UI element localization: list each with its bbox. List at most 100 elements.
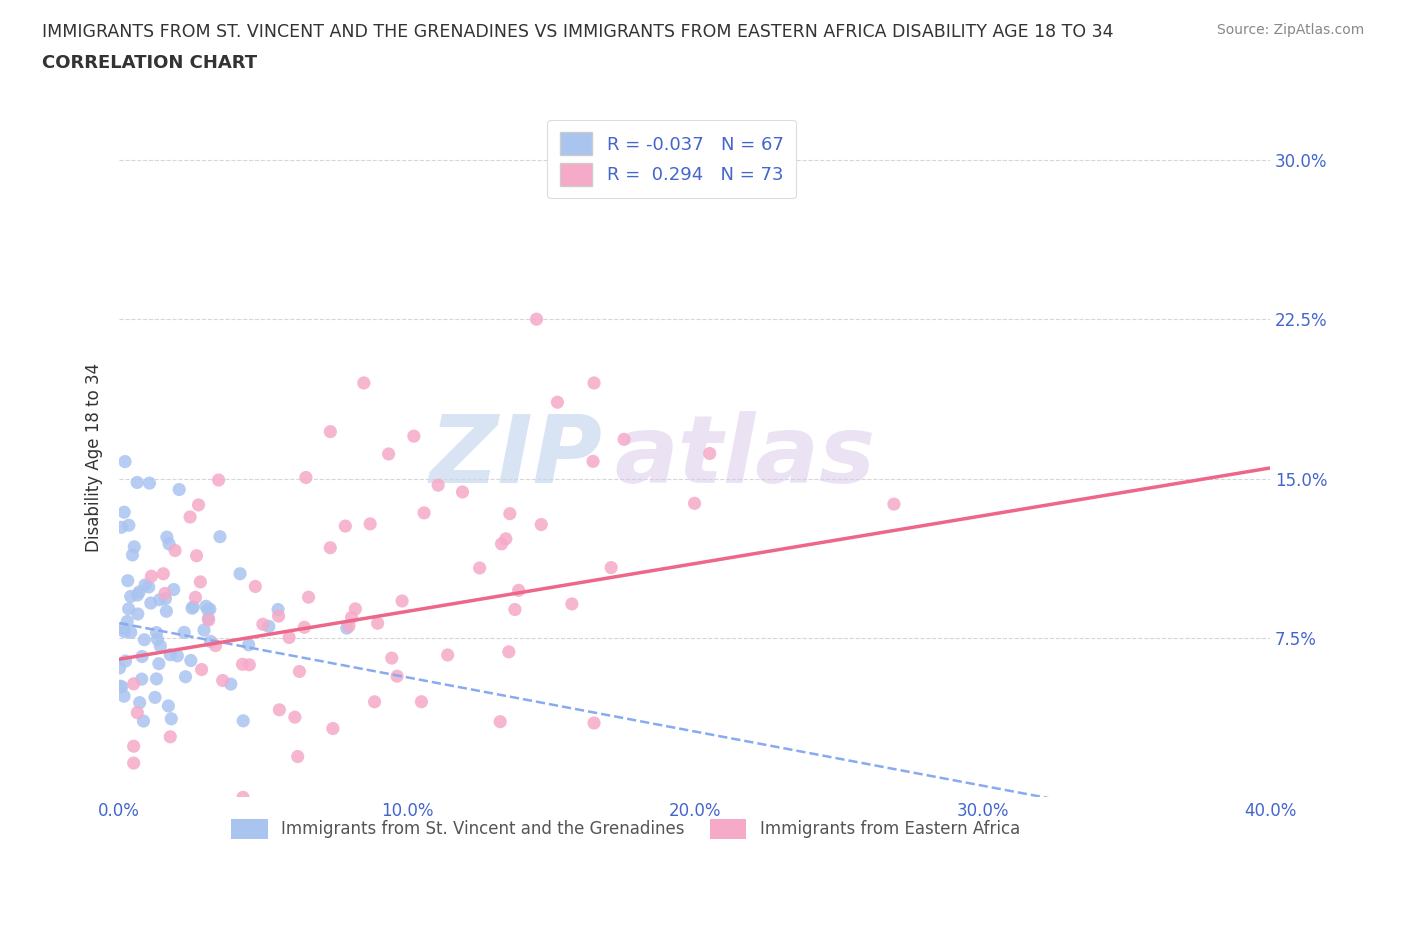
Point <box>491 537 513 551</box>
Point <box>138 475 160 490</box>
Point <box>110 679 132 694</box>
Point <box>155 604 177 618</box>
Point <box>231 657 253 671</box>
Point <box>336 620 359 635</box>
Point <box>112 689 135 704</box>
Point <box>165 543 187 558</box>
Point <box>411 695 433 710</box>
Point <box>292 620 315 635</box>
Point <box>683 496 706 511</box>
Point <box>322 721 344 736</box>
Point <box>238 658 260 672</box>
Point <box>427 478 450 493</box>
Point <box>152 566 174 581</box>
Point <box>110 520 132 535</box>
Point <box>173 625 195 640</box>
Point <box>190 662 212 677</box>
Point <box>319 424 342 439</box>
Text: atlas: atlas <box>614 411 876 503</box>
Point <box>232 790 254 804</box>
Point <box>197 611 219 626</box>
Point <box>180 653 202 668</box>
Point <box>195 599 218 614</box>
Point <box>503 602 526 617</box>
Point <box>385 669 408 684</box>
Legend: Immigrants from St. Vincent and the Grenadines, Immigrants from Eastern Africa: Immigrants from St. Vincent and the Gren… <box>224 811 1028 847</box>
Point <box>546 394 568 409</box>
Point <box>287 750 309 764</box>
Point <box>381 651 404 666</box>
Point <box>149 592 172 607</box>
Point <box>186 549 208 564</box>
Point <box>232 713 254 728</box>
Point <box>193 623 215 638</box>
Point <box>166 648 188 663</box>
Point <box>148 657 170 671</box>
Point <box>159 647 181 662</box>
Point <box>138 579 160 594</box>
Text: Source: ZipAtlas.com: Source: ZipAtlas.com <box>1216 23 1364 37</box>
Point <box>508 583 530 598</box>
Point <box>238 637 260 652</box>
Point <box>391 593 413 608</box>
Point <box>583 715 606 730</box>
Point <box>344 602 367 617</box>
Point <box>198 602 221 617</box>
Point <box>139 595 162 610</box>
Point <box>120 589 142 604</box>
Point <box>526 312 548 326</box>
Point <box>359 516 381 531</box>
Point <box>363 695 385 710</box>
Point <box>155 591 177 606</box>
Point <box>297 590 319 604</box>
Point <box>122 539 145 554</box>
Point <box>157 698 180 713</box>
Point <box>132 713 155 728</box>
Point <box>468 561 491 576</box>
Point <box>163 582 186 597</box>
Point <box>530 517 553 532</box>
Point <box>489 714 512 729</box>
Point <box>122 676 145 691</box>
Point <box>252 617 274 631</box>
Point <box>436 647 458 662</box>
Point <box>118 518 141 533</box>
Point <box>197 613 219 628</box>
Text: ZIP: ZIP <box>430 411 603 503</box>
Point <box>127 475 149 490</box>
Point <box>108 660 131 675</box>
Point <box>117 573 139 588</box>
Point <box>114 654 136 669</box>
Point <box>156 530 179 545</box>
Point <box>127 606 149 621</box>
Point <box>284 710 307 724</box>
Point <box>583 376 606 391</box>
Point <box>741 163 763 178</box>
Point <box>145 671 167 686</box>
Point <box>111 680 134 695</box>
Point <box>337 618 360 633</box>
Point <box>257 619 280 634</box>
Point <box>128 696 150 711</box>
Point <box>699 446 721 461</box>
Point <box>200 634 222 649</box>
Point <box>134 578 156 592</box>
Point <box>267 602 290 617</box>
Point <box>153 586 176 601</box>
Point <box>269 702 291 717</box>
Point <box>146 632 169 647</box>
Point <box>319 540 342 555</box>
Point <box>219 677 242 692</box>
Point <box>204 638 226 653</box>
Point <box>112 624 135 639</box>
Point <box>114 454 136 469</box>
Point <box>495 531 517 546</box>
Point <box>499 506 522 521</box>
Point <box>278 630 301 644</box>
Point <box>613 432 636 446</box>
Point <box>600 560 623 575</box>
Point <box>288 664 311 679</box>
Point <box>127 588 149 603</box>
Point <box>122 755 145 770</box>
Point <box>295 470 318 485</box>
